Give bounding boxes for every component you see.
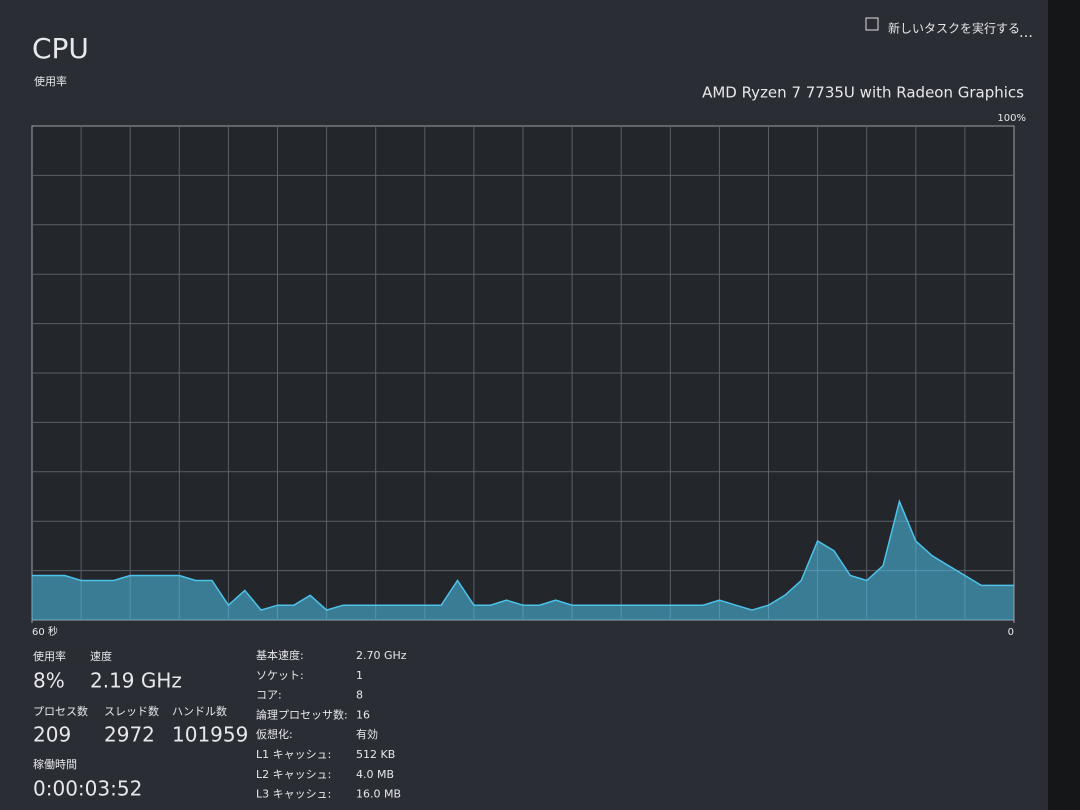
detail-value: 8 [356, 689, 363, 702]
run-task-button[interactable]: 新しいタスクを実行する [888, 21, 1020, 36]
stat-value: 8% [33, 669, 65, 693]
stat-value: 0:00:03:52 [33, 777, 142, 801]
stat-value: 209 [33, 723, 71, 747]
detail-value: 1 [356, 669, 363, 682]
action-icon[interactable] [865, 17, 879, 31]
detail-label: 仮想化: [256, 727, 293, 741]
y-tick-label: 100% [997, 113, 1026, 124]
page-title: CPU [32, 32, 89, 65]
detail-label: L1 キャッシュ: [256, 748, 331, 761]
stat-label: プロセス数 [33, 705, 88, 718]
graph-label: 使用率 [34, 74, 67, 88]
more-button[interactable]: … [1019, 25, 1033, 41]
stat-value: 2972 [104, 723, 155, 747]
detail-label: 論理プロセッサ数: [256, 707, 348, 721]
stat-value: 101959 [172, 723, 248, 747]
x-tick-label: 60 秒 [32, 625, 58, 638]
stat-value: 2.19 GHz [90, 669, 182, 693]
detail-value: 2.70 GHz [356, 649, 407, 662]
screen-bezel [1048, 0, 1080, 810]
detail-label: 基本速度: [256, 648, 304, 662]
stat-label: スレッド数 [104, 705, 159, 718]
stat-label: 速度 [90, 649, 112, 663]
detail-value: 512 KB [356, 748, 395, 761]
detail-value: 16.0 MB [356, 788, 401, 801]
detail-label: ソケット: [256, 669, 304, 682]
x-tick-label: 0 [1008, 627, 1014, 638]
stat-label: 稼働時間 [33, 757, 77, 771]
usage-line [32, 499, 1014, 611]
detail-label: L3 キャッシュ: [256, 788, 331, 801]
usage-area [32, 501, 1014, 620]
detail-label: L2 キャッシュ: [256, 768, 331, 781]
detail-label: コア: [256, 689, 282, 702]
processor-name: AMD Ryzen 7 7735U with Radeon Graphics [702, 84, 1024, 102]
detail-value: 4.0 MB [356, 768, 394, 781]
detail-value: 16 [356, 708, 370, 721]
stat-label: 使用率 [33, 649, 66, 663]
detail-value: 有効 [356, 727, 378, 741]
stat-label: ハンドル数 [172, 705, 227, 718]
